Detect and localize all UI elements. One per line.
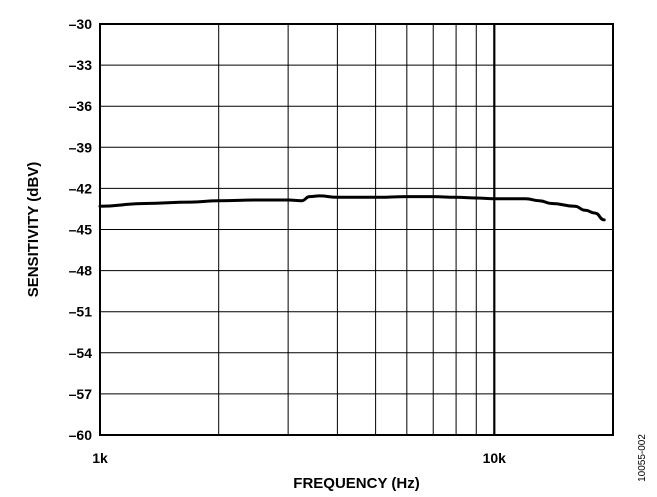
y-tick-label: –39: [69, 139, 93, 155]
y-tick-label: –51: [69, 304, 93, 320]
y-tick-label: –48: [69, 263, 93, 279]
y-axis-title: SENSITIVITY (dBV): [25, 162, 42, 298]
x-tick-label: 10k: [483, 450, 507, 466]
y-tick-label: –33: [69, 57, 93, 73]
y-tick-label: –60: [69, 427, 93, 443]
series-layer: [98, 194, 606, 222]
plot-frame: [99, 23, 614, 436]
horizontal-gridlines: [100, 64, 613, 395]
y-tick-label: –42: [69, 180, 93, 196]
y-tick-label: –57: [69, 386, 93, 402]
y-tick-label: –30: [69, 16, 93, 32]
series-line: [98, 194, 606, 222]
figure-id: 10055-002: [637, 434, 648, 482]
x-axis-title: FREQUENCY (Hz): [293, 475, 419, 492]
y-tick-labels: –30 –33 –36 –39 –42 –45 –48 –51 –54 –57 –60: [69, 16, 93, 443]
y-tick-label: –45: [69, 222, 93, 238]
y-tick-label: –36: [69, 98, 93, 114]
y-tick-label: –54: [69, 345, 93, 361]
x-tick-labels: 1k 10k: [92, 450, 506, 466]
x-tick-label: 1k: [92, 450, 108, 466]
